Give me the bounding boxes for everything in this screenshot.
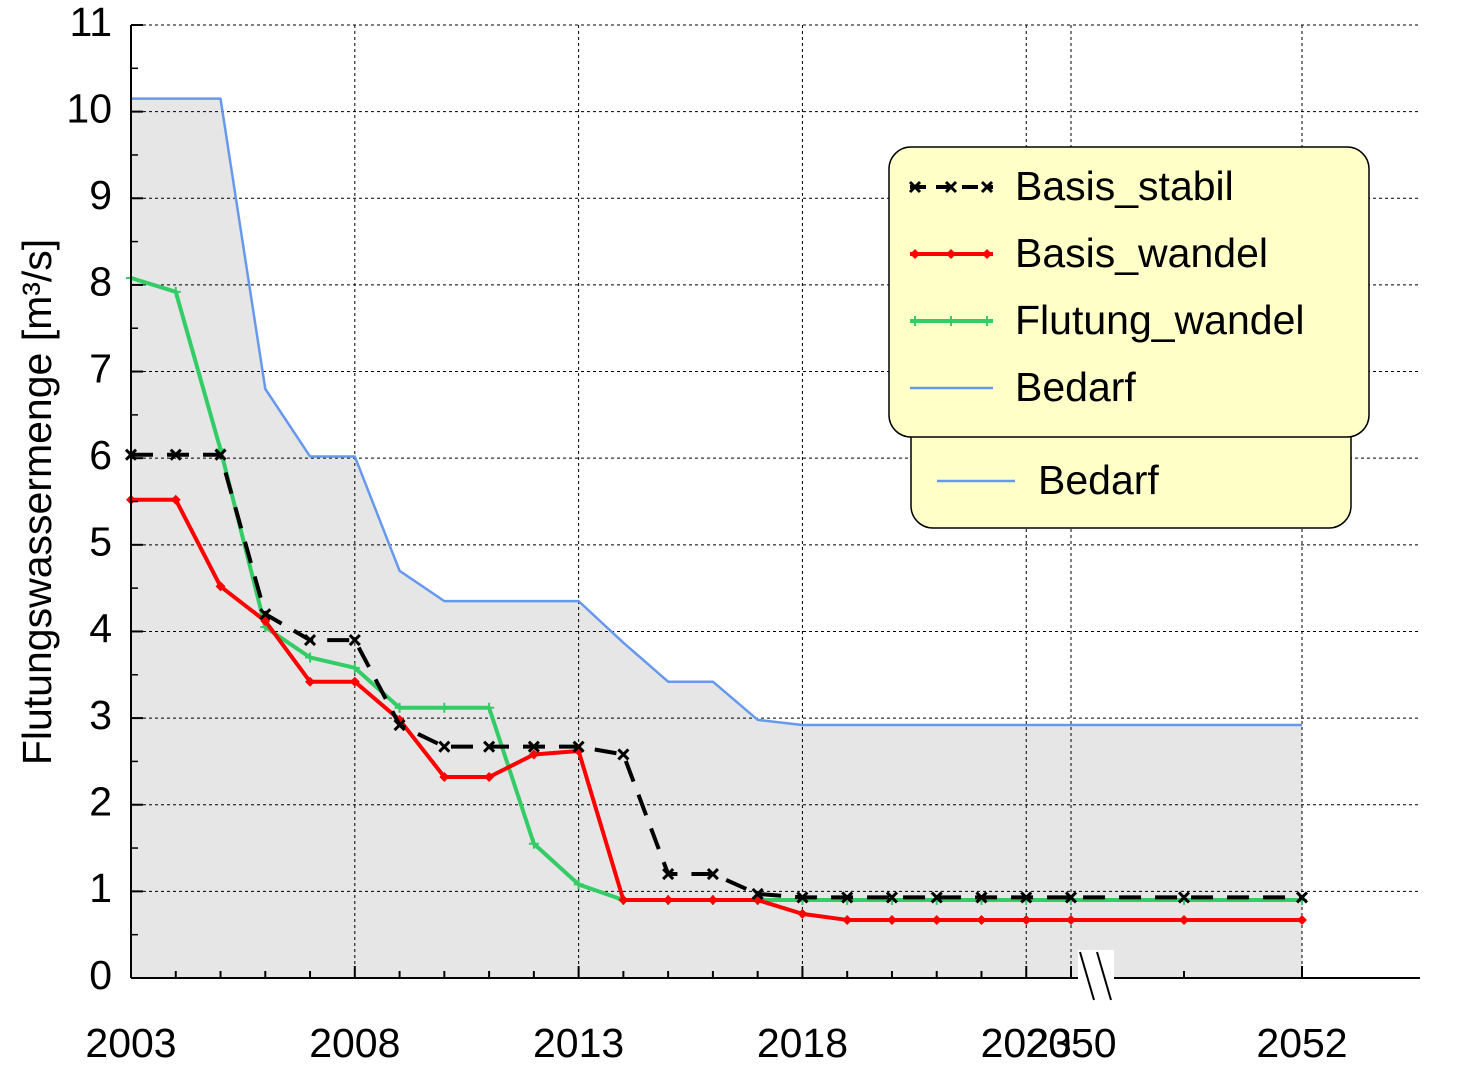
marker [215, 581, 226, 592]
marker [439, 702, 450, 713]
legend-label: Bedarf [1038, 457, 1159, 503]
legend-label: Basis_stabil [1015, 163, 1234, 209]
y-tick-label: 9 [89, 172, 112, 218]
marker [394, 702, 405, 713]
series [124, 97, 1309, 925]
marker [349, 676, 360, 687]
marker [908, 180, 922, 194]
marker [946, 316, 956, 326]
marker [885, 891, 899, 904]
y-tick-label: 10 [66, 85, 112, 131]
marker [484, 702, 495, 713]
y-tick-label: 3 [89, 692, 112, 738]
marker [1021, 914, 1032, 925]
series-line [131, 97, 1302, 727]
marker [841, 891, 854, 904]
marker [305, 652, 316, 663]
y-tick-label: 5 [89, 519, 112, 565]
marker [617, 748, 630, 761]
marker [975, 891, 988, 904]
x-tick-label: 2050 [1025, 1020, 1116, 1066]
marker [1295, 891, 1309, 904]
marker [976, 914, 987, 925]
marker [706, 867, 719, 881]
marker [797, 908, 808, 919]
marker [1297, 914, 1307, 925]
y-tick-label: 0 [89, 952, 112, 998]
marker [170, 286, 181, 297]
marker [930, 891, 943, 904]
marker [348, 634, 361, 647]
marker [982, 316, 992, 326]
marker [393, 718, 406, 732]
marker [349, 662, 360, 673]
x-tick-label: 2052 [1256, 1020, 1347, 1066]
marker [910, 249, 920, 259]
marker [662, 867, 675, 881]
marker [259, 608, 272, 621]
marker [170, 494, 181, 505]
legend-label: Bedarf [1015, 364, 1136, 410]
y-tick-label: 7 [89, 345, 112, 391]
legend: Basis_stabil Basis_wandel Flutung_wandel Be… [888, 146, 1370, 438]
marker [980, 180, 994, 194]
series-line [131, 497, 1302, 922]
marker [305, 676, 316, 687]
marker [944, 180, 958, 194]
marker [483, 740, 496, 753]
marker [572, 740, 585, 753]
marker [946, 249, 956, 259]
marker [169, 448, 182, 461]
y-tick-label: 11 [69, 0, 112, 45]
marker [1066, 914, 1076, 925]
marker [751, 887, 764, 901]
marker [707, 895, 718, 906]
legend-label: Basis_wandel [1015, 230, 1268, 276]
marker [439, 772, 450, 783]
x-tick-label: 2013 [533, 1020, 624, 1066]
marker [886, 914, 897, 925]
marker [618, 895, 629, 906]
axis-break [1079, 951, 1095, 1001]
marker [528, 838, 539, 849]
axis-break [1096, 951, 1112, 1001]
marker [842, 914, 853, 925]
marker [303, 634, 317, 647]
x-tick-label: 2003 [85, 1020, 176, 1066]
area [131, 98, 1302, 978]
legend-box [888, 146, 1370, 438]
y-tick-label: 8 [89, 259, 112, 305]
marker [931, 914, 942, 925]
marker [1020, 891, 1033, 904]
axis-break-gap [1078, 950, 1114, 990]
marker [1064, 891, 1078, 904]
marker [438, 740, 451, 753]
y-axis-label: Flutungswassermenge [m³/s] [14, 239, 60, 765]
marker [982, 249, 992, 259]
marker [910, 316, 920, 326]
marker [528, 749, 539, 760]
x-tick-label: 2018 [757, 1020, 848, 1066]
x-tick-label: 2008 [309, 1020, 400, 1066]
marker [484, 772, 495, 783]
marker [663, 895, 674, 906]
series-line [131, 452, 1302, 900]
marker [1177, 891, 1191, 904]
plot-background [131, 98, 1302, 978]
marker [573, 879, 584, 890]
marker [796, 891, 809, 904]
x-tick-label: 2023 [981, 1020, 1072, 1066]
y-tick-label: 4 [89, 605, 112, 651]
marker [214, 448, 227, 461]
y-tick-label: 2 [89, 779, 112, 825]
y-tick-label: 1 [89, 865, 112, 911]
marker [527, 740, 540, 753]
legend-label: Flutung_wandel [1015, 297, 1304, 343]
marker [1179, 914, 1189, 925]
y-tick-label: 6 [89, 432, 112, 478]
